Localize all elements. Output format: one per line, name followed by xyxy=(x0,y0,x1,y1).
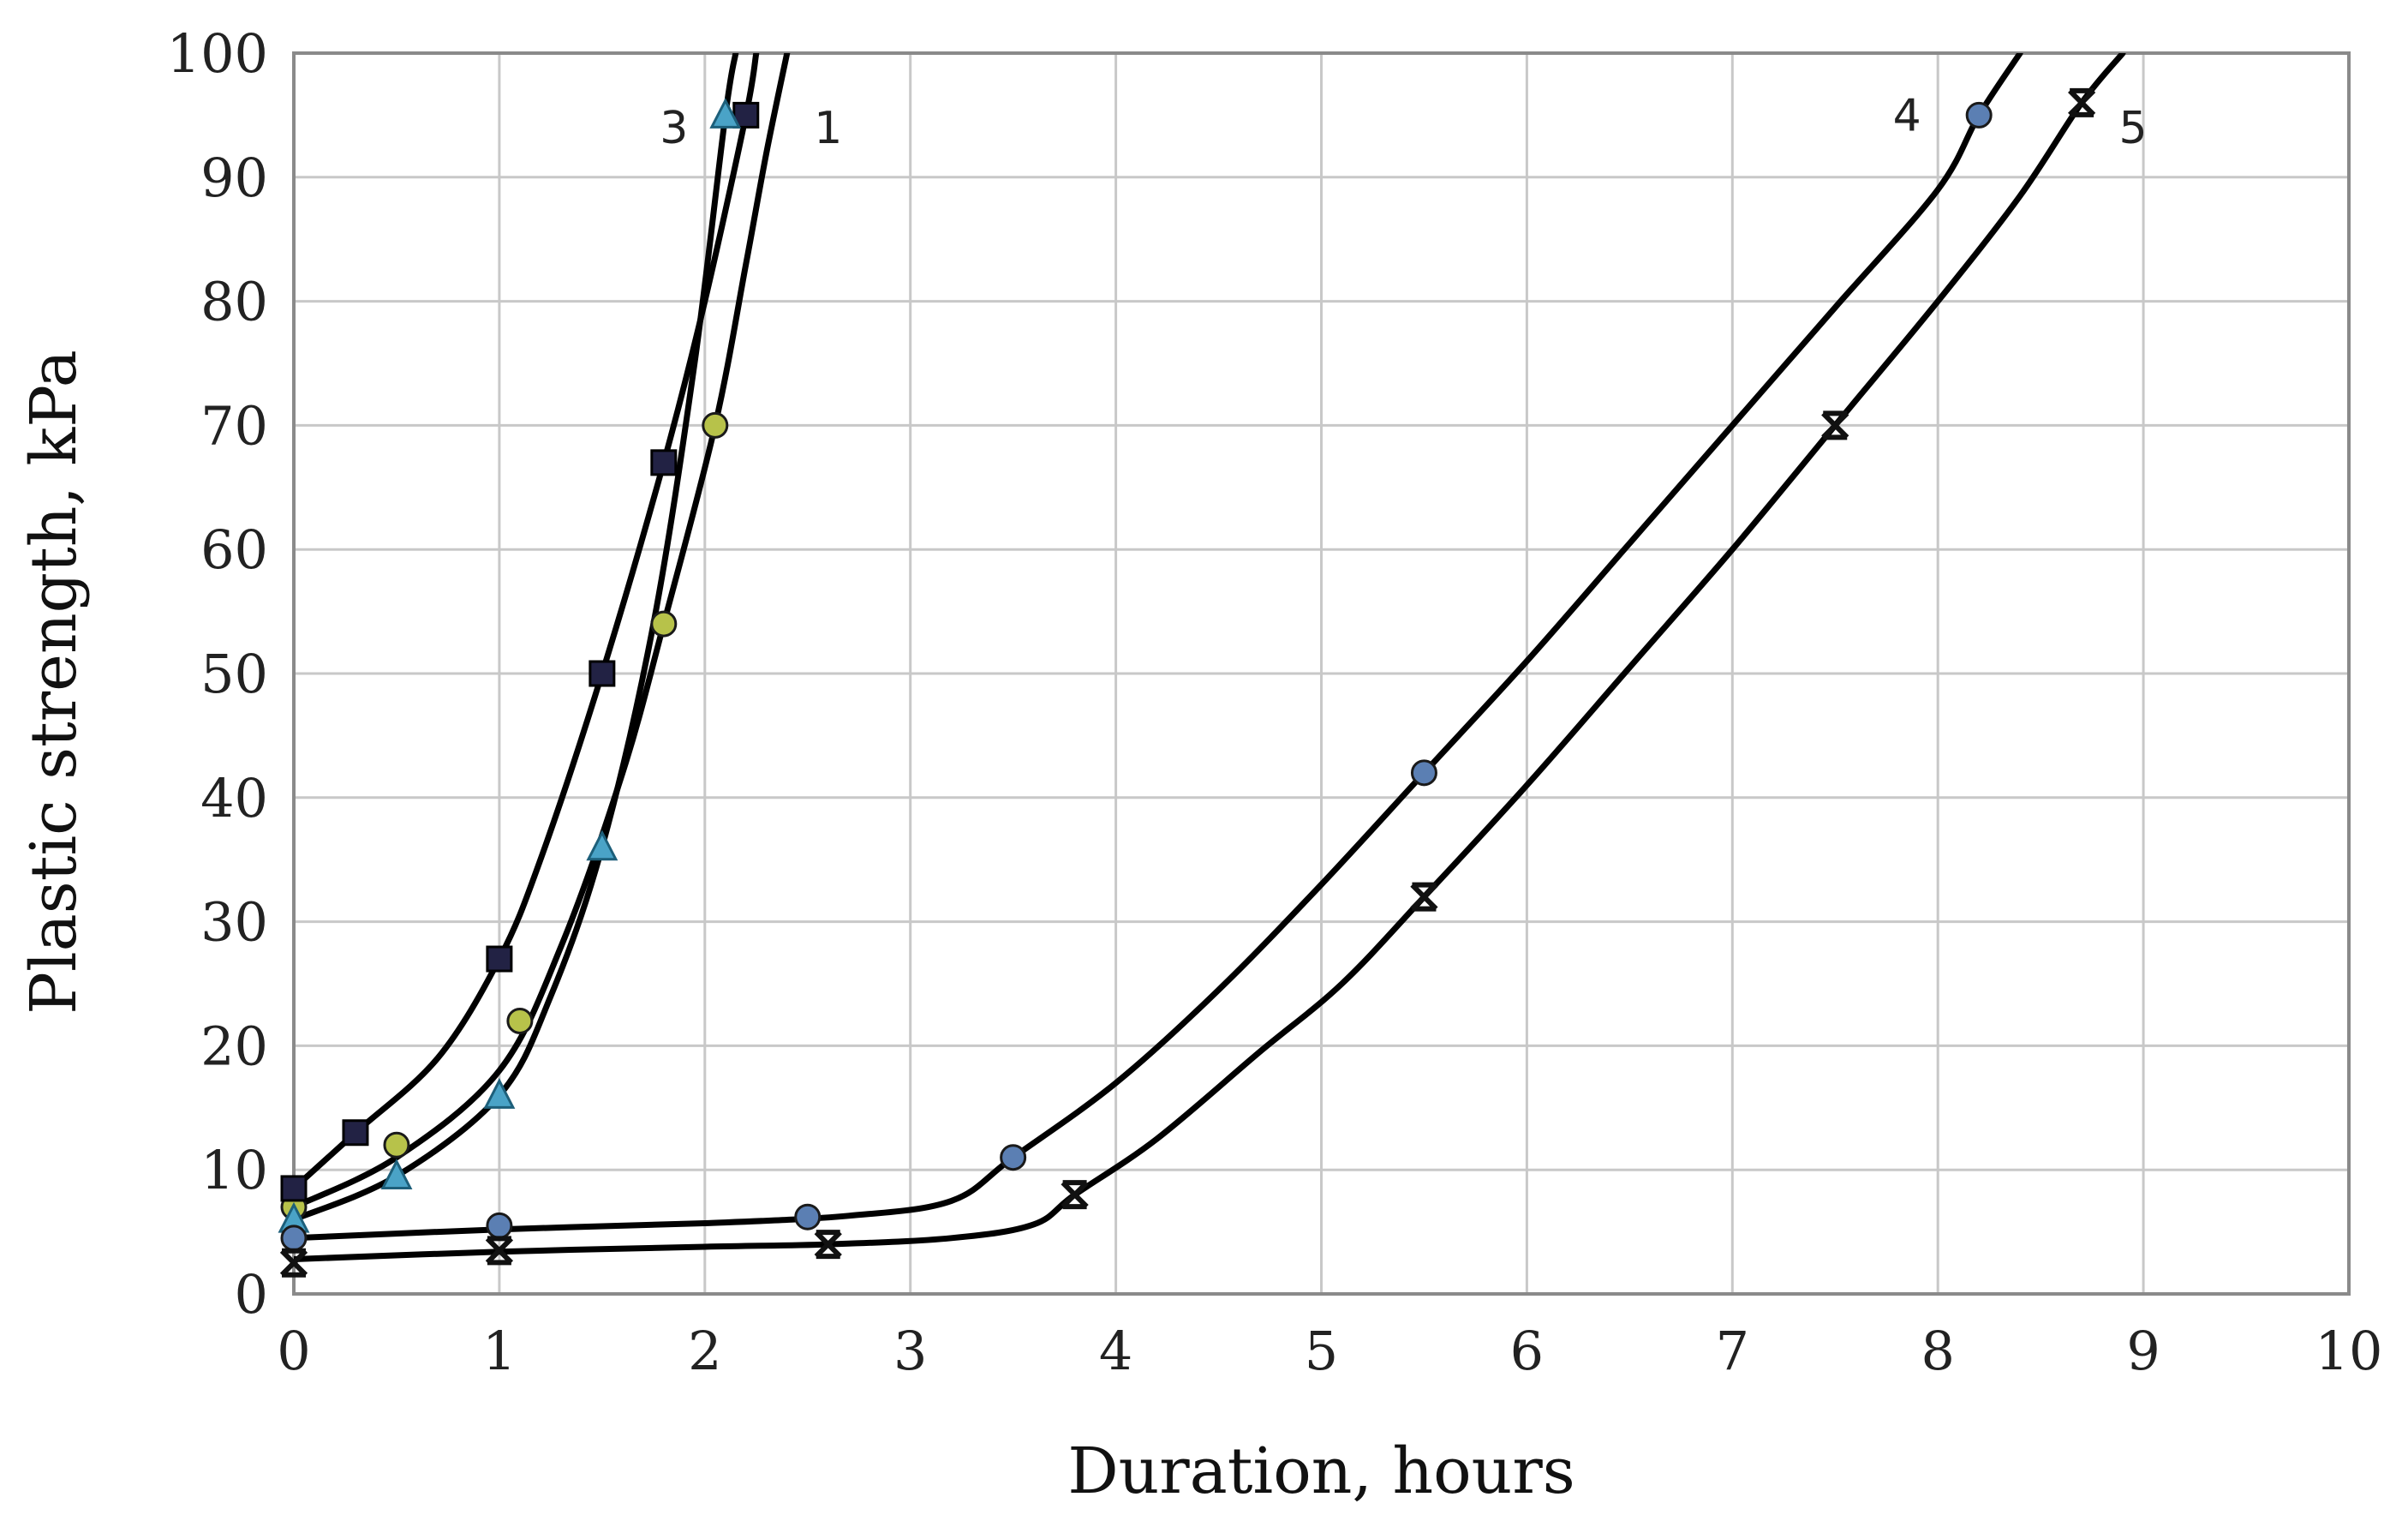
data-point-series-4 xyxy=(1000,1144,1027,1171)
series-markers xyxy=(278,87,2096,1278)
data-point-series-4 xyxy=(1410,759,1437,787)
data-point-series-1 xyxy=(650,610,678,638)
y-tick-label: 20 xyxy=(200,1015,268,1077)
data-point-series-2 xyxy=(589,660,616,687)
curve-label-5: 5 xyxy=(2119,103,2148,154)
y-tick-label: 10 xyxy=(200,1139,268,1201)
x-tick-label: 5 xyxy=(1305,1320,1338,1382)
data-point-series-4 xyxy=(486,1212,513,1239)
y-tick-label: 0 xyxy=(235,1263,268,1326)
data-point-series-5 xyxy=(814,1230,842,1260)
y-axis-title: Plastic strength, kPa xyxy=(17,350,91,1015)
data-point-series-5 xyxy=(1061,1180,1089,1210)
y-tick-label: 50 xyxy=(200,643,268,705)
data-point-series-4 xyxy=(794,1203,822,1231)
x-tick-label: 0 xyxy=(277,1320,310,1382)
series-curves xyxy=(294,53,2126,1262)
data-point-series-4 xyxy=(1965,101,1993,129)
data-point-series-2 xyxy=(650,449,678,476)
data-point-series-3 xyxy=(380,1159,413,1189)
curve-label-3: 3 xyxy=(660,103,688,154)
data-point-series-2 xyxy=(280,1175,308,1202)
series-line-1 xyxy=(294,53,791,1211)
data-point-series-3 xyxy=(586,829,618,861)
x-tick-label: 10 xyxy=(2315,1320,2383,1382)
x-axis-title: Duration, hours xyxy=(1067,1434,1574,1508)
data-point-series-5 xyxy=(279,1248,308,1278)
data-point-series-3 xyxy=(709,98,742,129)
curve-labels: 3 1 4 5 xyxy=(660,90,2147,153)
y-tick-label: 30 xyxy=(200,891,268,954)
y-tick-label: 70 xyxy=(200,394,268,457)
y-tick-label: 60 xyxy=(200,518,268,581)
data-point-series-5 xyxy=(1410,882,1438,912)
data-point-series-5 xyxy=(2068,87,2096,117)
series-line-2 xyxy=(294,53,760,1192)
x-tick-label: 2 xyxy=(688,1320,721,1382)
x-tick-label: 7 xyxy=(1716,1320,1749,1382)
data-point-series-1 xyxy=(383,1131,410,1159)
y-tick-label: 100 xyxy=(167,22,268,85)
x-tick-label: 1 xyxy=(482,1320,516,1382)
data-point-series-1 xyxy=(702,411,729,439)
series-line-5 xyxy=(294,53,2126,1262)
data-point-series-5 xyxy=(1821,410,1849,440)
y-tick-label: 80 xyxy=(200,271,268,333)
data-point-series-4 xyxy=(280,1225,308,1252)
data-point-series-3 xyxy=(483,1078,516,1109)
series-line-4 xyxy=(294,53,2023,1242)
x-tick-label: 8 xyxy=(1921,1320,1954,1382)
y-tick-label: 90 xyxy=(200,147,268,209)
data-point-series-5 xyxy=(485,1236,514,1266)
curve-label-1: 1 xyxy=(814,103,842,154)
y-tick-label: 40 xyxy=(200,767,268,829)
x-tick-label: 4 xyxy=(1099,1320,1132,1382)
data-point-series-2 xyxy=(342,1119,369,1147)
x-tick-label: 3 xyxy=(893,1320,927,1382)
data-point-series-2 xyxy=(486,945,513,973)
x-tick-label: 9 xyxy=(2126,1320,2160,1382)
plot-area-frame xyxy=(292,51,2351,1296)
x-tick-label: 6 xyxy=(1510,1320,1544,1382)
data-point-series-1 xyxy=(506,1007,534,1034)
series-line-3 xyxy=(294,53,739,1223)
curve-label-4: 4 xyxy=(1893,90,1921,141)
